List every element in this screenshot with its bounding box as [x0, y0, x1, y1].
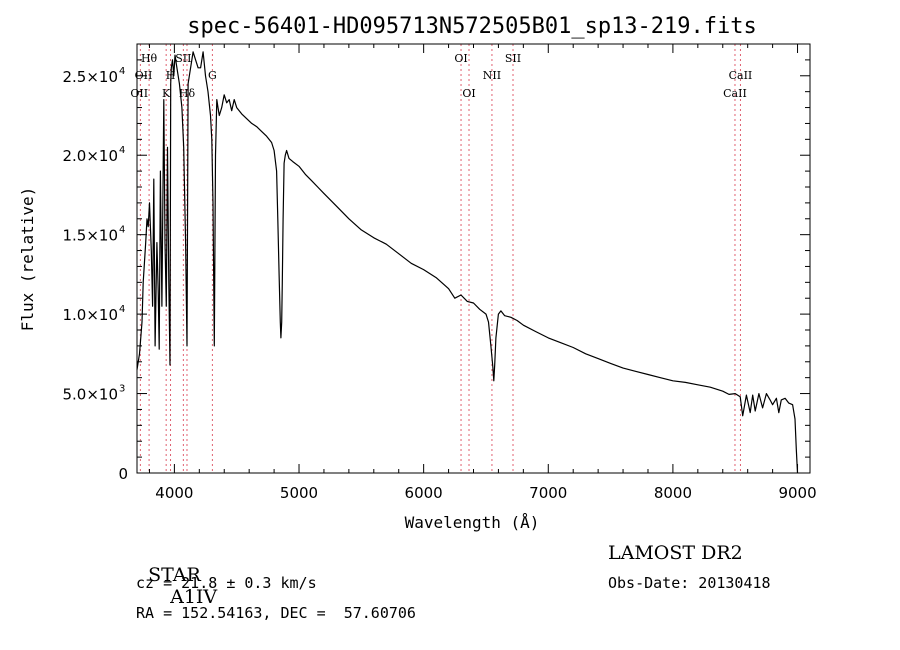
spectral-line-label: CaII — [723, 87, 747, 100]
y-tick-exponent: 3 — [119, 384, 125, 395]
y-tick-exponent: 4 — [119, 145, 125, 156]
spectral-line-label: G — [208, 69, 217, 82]
plus-minus-symbol: ± — [226, 574, 236, 592]
y-tick-label: 5.0×10 — [62, 386, 118, 404]
y-tick-label: 2.0×10 — [62, 147, 118, 165]
spectral-line-label: NII — [483, 69, 501, 82]
spectral-line-label: Hδ — [179, 87, 196, 100]
y-tick-label: 2.5×10 — [62, 68, 118, 86]
y-tick-exponent: 4 — [119, 66, 125, 77]
x-tick-label: 8000 — [654, 484, 692, 502]
spectral-line-label: CaII — [729, 69, 753, 82]
x-tick-label: 6000 — [405, 484, 443, 502]
object-class: STAR A1IV — [136, 542, 217, 608]
x-tick-label: 5000 — [280, 484, 318, 502]
spectrum-series — [136, 51, 799, 474]
chart-title: spec-56401-HD095713N572505B01_sp13-219.f… — [187, 14, 757, 39]
spectrum-line — [136, 51, 799, 474]
x-axis: 4000 5000 6000 7000 8000 9000 — [148, 44, 817, 502]
y-tick-label: 1.0×10 — [62, 306, 118, 324]
obs-date-label: Obs-Date: 20130418 — [608, 574, 771, 592]
spectral-line-label: K — [162, 87, 171, 100]
x-tick-label: 9000 — [778, 484, 816, 502]
x-tick-label: 7000 — [529, 484, 567, 502]
y-tick-exponent: 4 — [119, 304, 125, 315]
ra-dec-readout: RA = 152.54163, DEC = 57.60706 — [136, 604, 416, 622]
y-axis: 05.0×10 31.0×10 41.5×10 42.0×10 42.5×10 4 — [62, 59, 810, 483]
spectral-line-label: OII — [130, 87, 148, 100]
survey-label: LAMOST DR2 — [608, 542, 743, 564]
spectral-line-label: OI — [462, 87, 475, 100]
y-tick-exponent: 4 — [119, 225, 125, 236]
spectral-line-label: Hθ — [141, 52, 158, 65]
x-tick-label: 4000 — [155, 484, 193, 502]
y-tick-label: 1.5×10 — [62, 227, 118, 245]
x-axis-label: Wavelength (Å) — [405, 513, 540, 532]
spectral-line-label: SII — [175, 52, 191, 65]
cz-readout: cz = 21.8 ± 0.3 km/s — [136, 574, 317, 592]
y-axis-label: Flux (relative) — [18, 187, 37, 332]
object-class-label: STAR — [148, 564, 201, 586]
y-tick-label: 0 — [118, 465, 128, 483]
object-subclass-label: A1IV — [170, 586, 218, 608]
cz-prefix: cz = 21.8 — [136, 574, 227, 592]
cz-suffix: 0.3 km/s — [235, 574, 317, 592]
spectral-line-label: SII — [505, 52, 521, 65]
spectral-line-label: OI — [454, 52, 467, 65]
